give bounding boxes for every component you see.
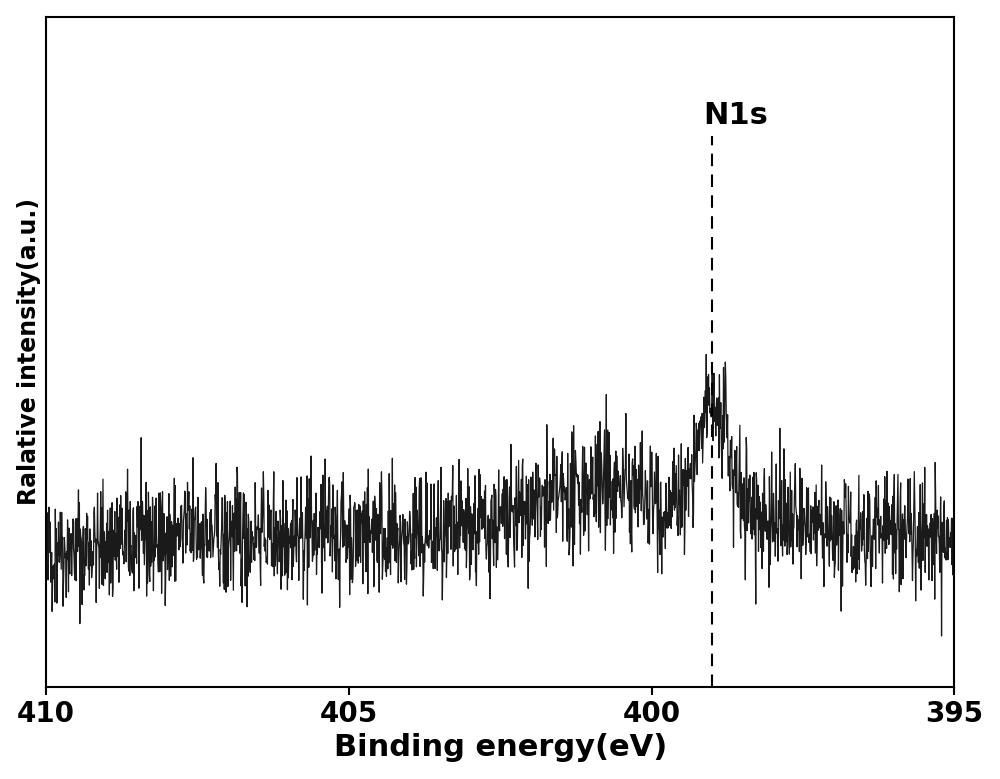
X-axis label: Binding energy(eV): Binding energy(eV) [334, 733, 667, 763]
Y-axis label: Ralative intensity(a.u.): Ralative intensity(a.u.) [17, 198, 41, 505]
Text: N1s: N1s [703, 100, 768, 130]
